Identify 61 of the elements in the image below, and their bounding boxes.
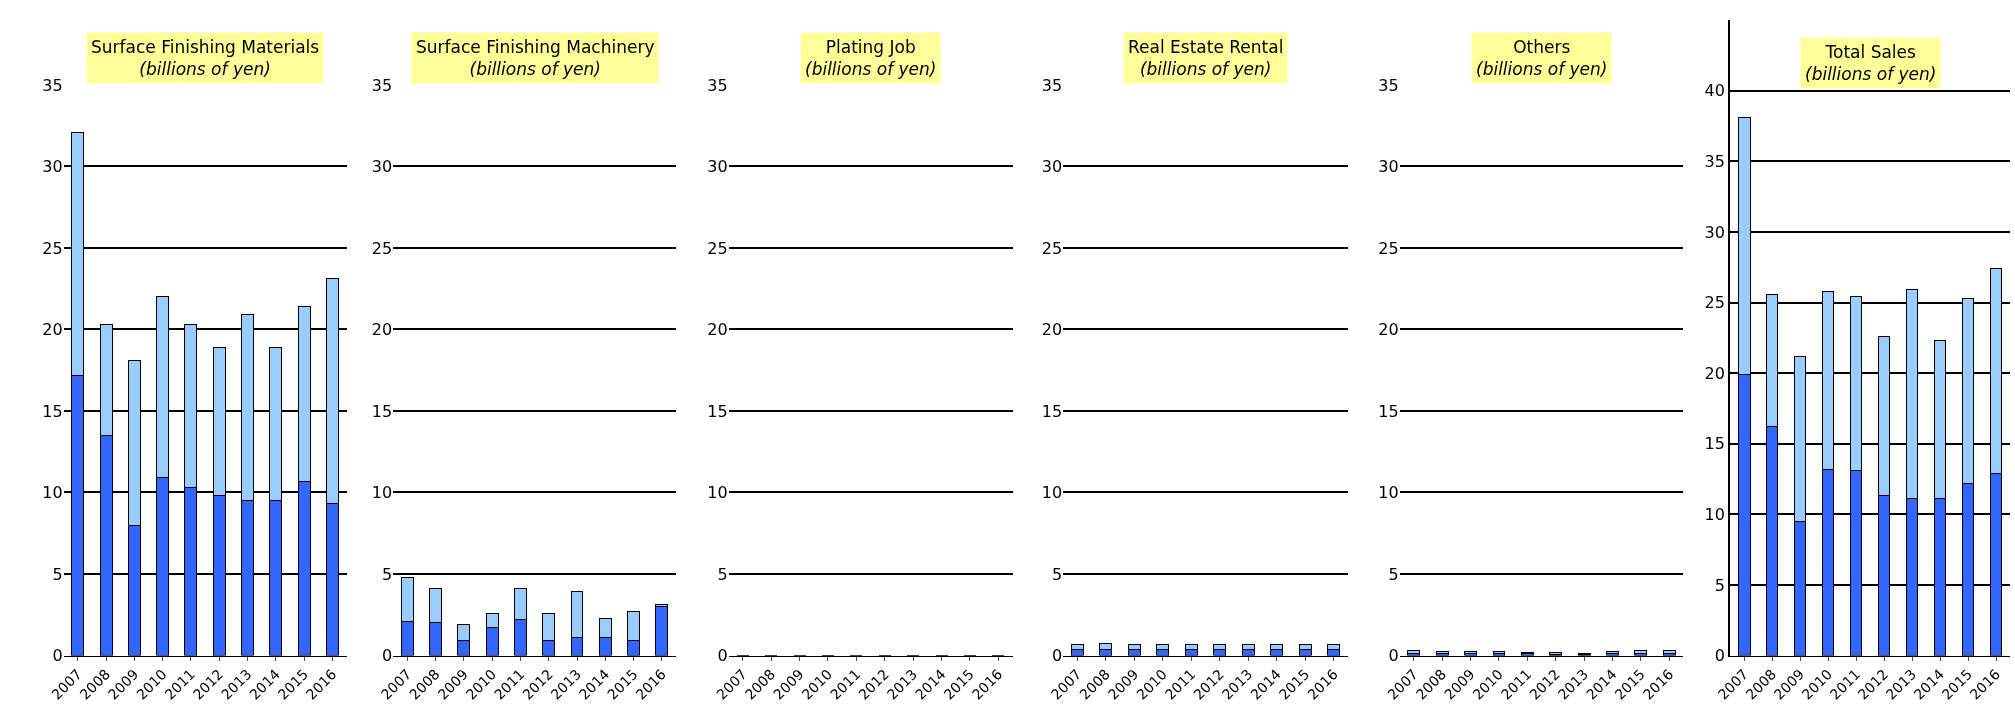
y-tick-label: 25: [1378, 238, 1399, 258]
y-tick-label: 20: [1041, 320, 1063, 340]
y-tick-label: 5: [1714, 575, 1725, 595]
y-tick-label: 5: [381, 564, 393, 584]
chart-title: Surface Finishing Machinery: [416, 37, 655, 57]
y-tick-label: 20: [707, 320, 728, 340]
chart-title: Surface Finishing Materials: [91, 37, 320, 57]
y-tick-label: 25: [1704, 293, 1725, 313]
y-tick-label: 15: [1378, 401, 1399, 421]
chart-subtitle: (billions of yen): [139, 59, 271, 80]
y-tick-label: 0: [1051, 646, 1063, 666]
y-tick-label: 35: [1704, 151, 1725, 171]
chart-subtitle: (billions of yen): [469, 59, 601, 80]
y-tick-label: 30: [42, 157, 63, 177]
chart-subtitle: (billions of yen): [805, 59, 937, 80]
y-tick-label: 15: [1041, 401, 1063, 421]
y-tick-label: 10: [371, 483, 393, 503]
text: Total Sales: [1824, 42, 1917, 62]
y-tick-label: 10: [1041, 483, 1063, 503]
y-tick-label: 10: [1704, 504, 1725, 524]
y-tick-label: 10: [42, 483, 63, 503]
y-tick-label: 15: [371, 401, 393, 421]
y-tick-label: 15: [42, 401, 63, 421]
y-tick-label: 25: [371, 238, 393, 258]
y-tick-label: 10: [707, 483, 728, 503]
y-tick-label: 20: [1704, 363, 1725, 383]
y-tick-label: 30: [1041, 157, 1063, 177]
y-tick-label: 10: [1378, 483, 1399, 503]
chart-title: Real Estate Rental: [1128, 37, 1284, 57]
y-tick-label: 0: [717, 646, 728, 666]
y-tick-label: 35: [1378, 75, 1399, 95]
y-tick-label: 5: [1051, 564, 1063, 584]
y-tick-label: 5: [717, 564, 728, 584]
y-tick-label: 20: [42, 320, 63, 340]
y-tick-label: 35: [42, 75, 63, 95]
y-tick-label: 0: [1714, 646, 1725, 666]
y-tick-label: 35: [707, 75, 728, 95]
y-tick-label: 25: [1041, 238, 1063, 258]
chart-title: Plating Job: [825, 37, 916, 57]
chart-subtitle: (billions of yen): [1139, 59, 1272, 80]
y-tick-label: 5: [1388, 564, 1399, 584]
chart-title: Others: [1513, 37, 1571, 57]
y-tick-label: 40: [1704, 81, 1725, 101]
y-tick-label: 5: [52, 564, 63, 584]
y-tick-label: 0: [381, 646, 393, 666]
chart-subtitle: (billions of yen): [1476, 59, 1608, 80]
y-tick-label: 30: [371, 157, 393, 177]
y-tick-label: 25: [42, 238, 63, 258]
y-tick-label: 30: [707, 157, 728, 177]
y-tick-label: 35: [1041, 75, 1063, 95]
y-tick-label: 20: [371, 320, 393, 340]
y-tick-label: 30: [1704, 222, 1725, 242]
text: (billions of yen): [1805, 64, 1937, 85]
y-tick-label: 15: [1704, 434, 1725, 454]
y-tick-label: 0: [1388, 646, 1399, 666]
y-tick-label: 15: [707, 401, 728, 421]
y-tick-label: 0: [52, 646, 63, 666]
y-tick-label: 35: [371, 75, 393, 95]
y-tick-label: 20: [1378, 320, 1399, 340]
y-tick-label: 25: [707, 238, 728, 258]
y-tick-label: 30: [1378, 157, 1399, 177]
